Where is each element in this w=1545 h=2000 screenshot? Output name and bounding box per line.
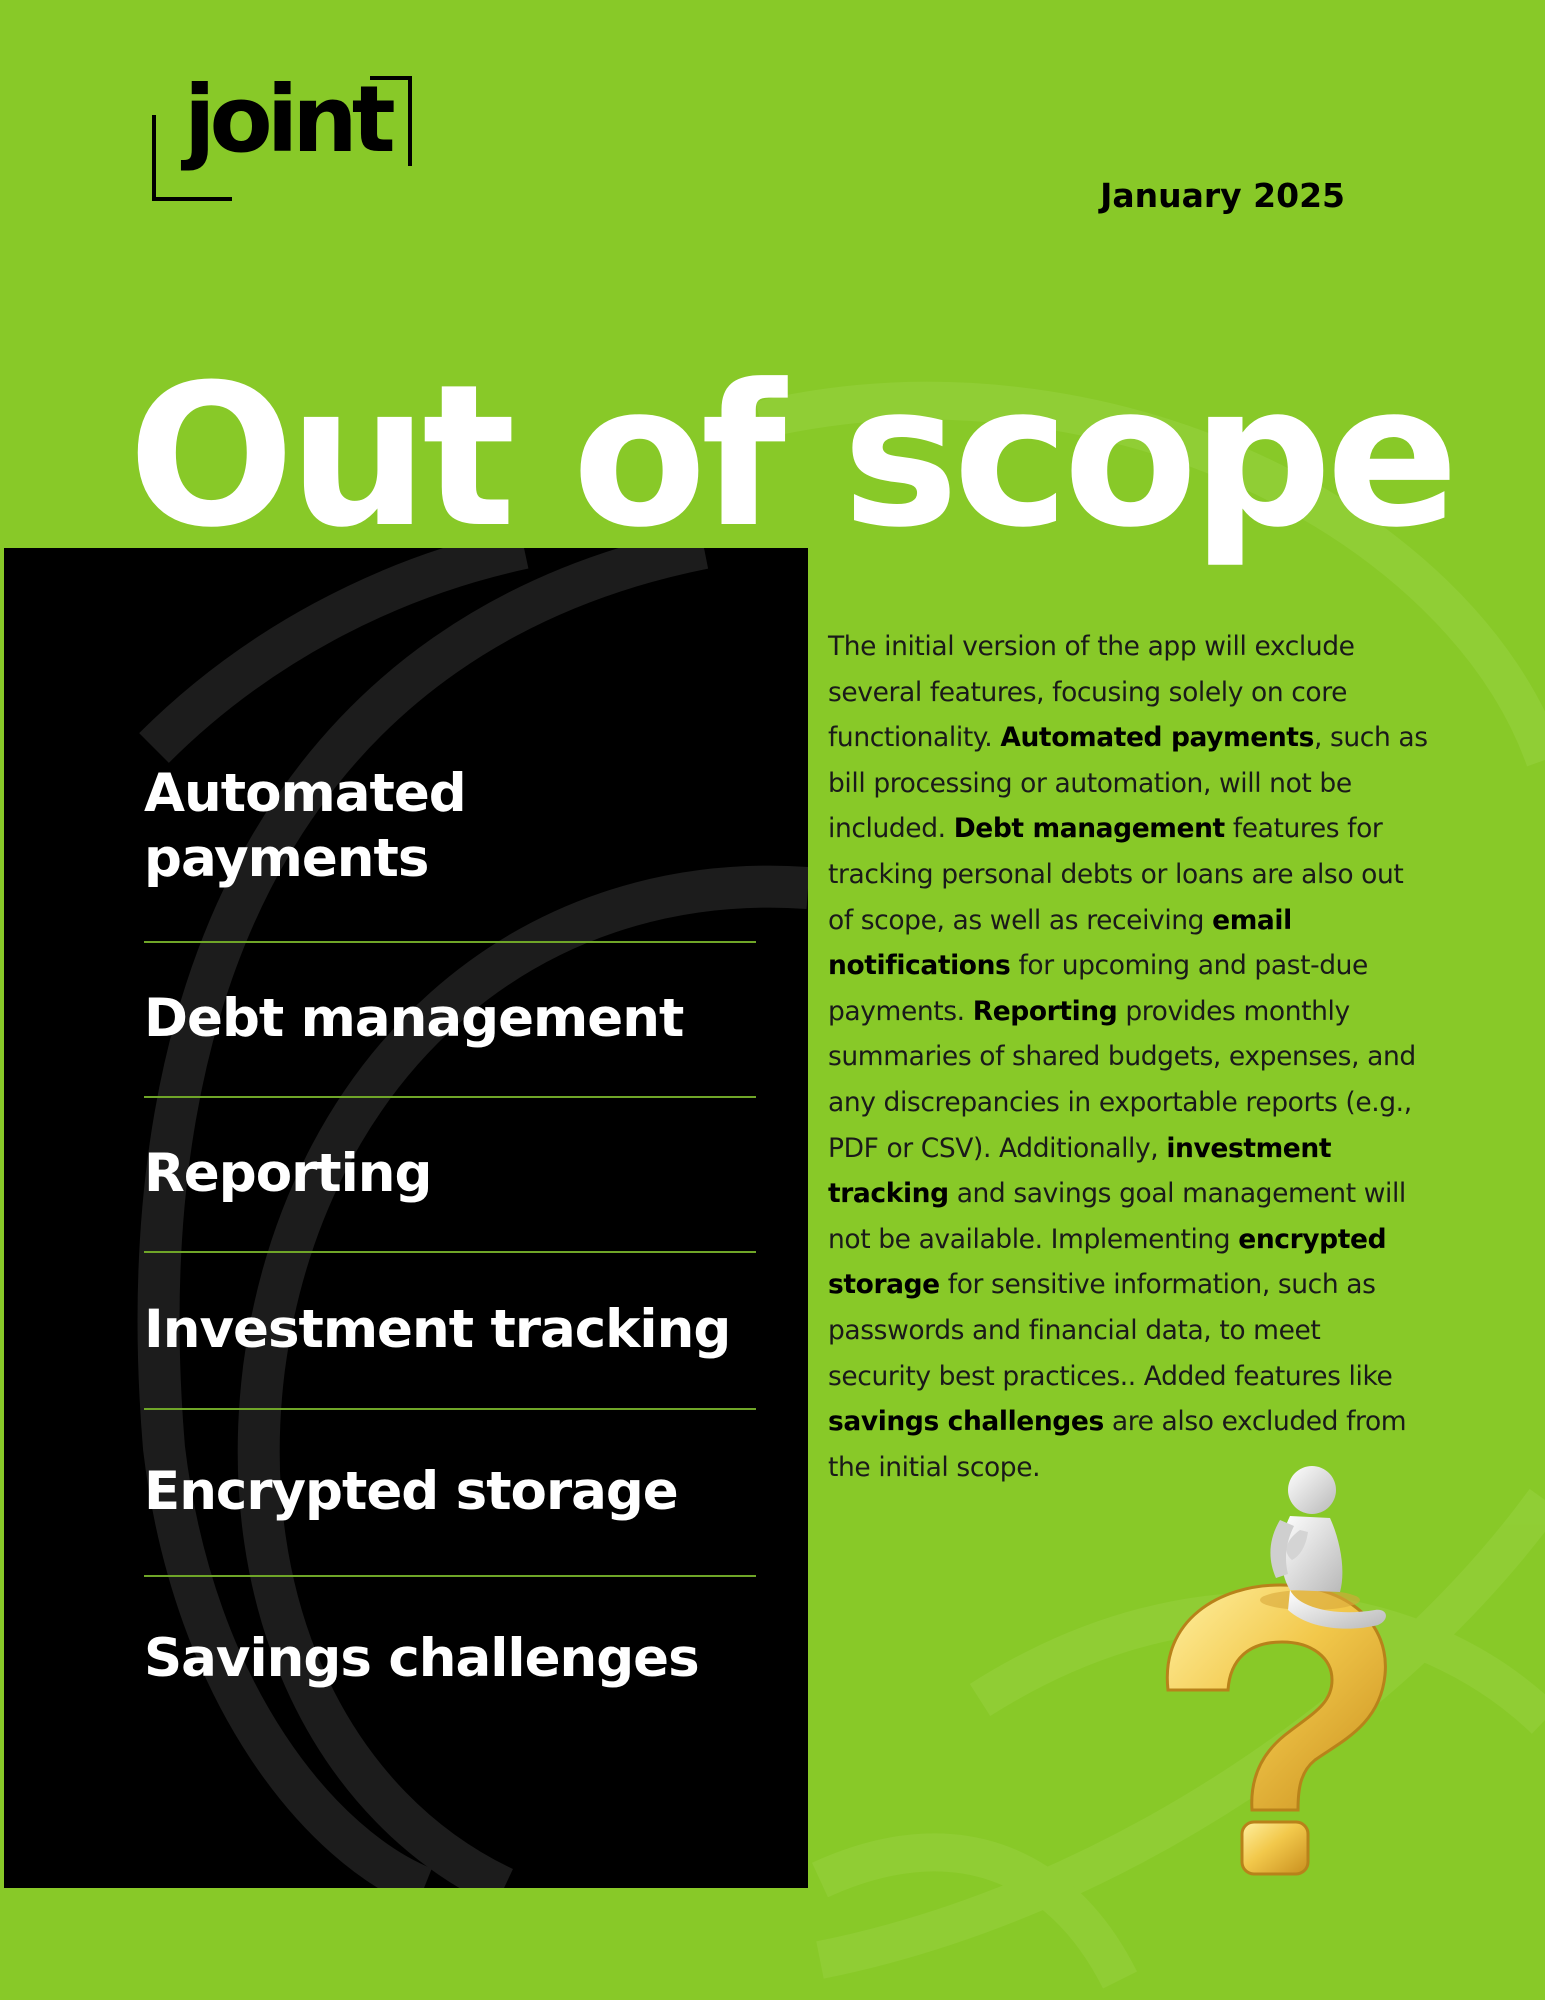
list-item-label: Debt management xyxy=(144,988,684,1050)
description-highlight: savings challenges xyxy=(828,1406,1104,1438)
panel-decoration xyxy=(137,548,808,1888)
description-highlight: Reporting xyxy=(972,995,1118,1027)
list-item-label: Automated payments xyxy=(144,763,467,889)
description-highlight: email notifications xyxy=(828,904,1292,982)
document-date: January 2025 xyxy=(1100,176,1345,215)
description-text: and savings goal management will not be … xyxy=(828,1178,1406,1255)
description-text: features for tracking personal debts or … xyxy=(828,813,1404,936)
description-paragraph: The initial version of the app will excl… xyxy=(828,624,1428,1490)
description-highlight: Debt management xyxy=(953,813,1226,845)
list-item-label: Reporting xyxy=(144,1143,432,1205)
out-of-scope-list: Automated payments Debt management Repor… xyxy=(144,713,756,1742)
description-text: for upcoming and past-due payments. xyxy=(828,950,1368,1027)
description-highlight: encrypted storage xyxy=(828,1223,1387,1301)
list-item: Investment tracking xyxy=(144,1253,756,1410)
list-item: Reporting xyxy=(144,1098,756,1253)
logo-frame-bottom-left xyxy=(152,115,232,201)
list-item: Savings challenges xyxy=(144,1577,756,1742)
list-item-label: Savings challenges xyxy=(144,1628,700,1690)
logo-frame-top-right xyxy=(370,76,412,166)
joint-logo: joint xyxy=(148,70,418,210)
out-of-scope-list-panel: Automated payments Debt management Repor… xyxy=(4,548,808,1888)
list-item: Automated payments xyxy=(144,713,756,943)
description-text: are also excluded from the initial scope… xyxy=(828,1406,1407,1483)
description-text: The initial version of the app will excl… xyxy=(828,631,1355,754)
list-item: Encrypted storage xyxy=(144,1410,756,1577)
logo-wordmark: joint xyxy=(184,66,396,173)
page-title: Out of scope xyxy=(128,343,1459,571)
list-item-label: Encrypted storage xyxy=(144,1461,679,1523)
description-text: , such as bill processing or automation,… xyxy=(828,722,1428,845)
description-text: for sensitive information, such as passw… xyxy=(828,1269,1393,1392)
description-text: provides monthly summaries of shared bud… xyxy=(828,995,1416,1164)
question-mark-thinker-icon xyxy=(1165,1466,1387,1876)
description-highlight: investment tracking xyxy=(828,1132,1332,1210)
list-item: Debt management xyxy=(144,943,756,1098)
description-highlight: Automated payments xyxy=(1000,722,1314,754)
list-item-label: Investment tracking xyxy=(144,1299,731,1361)
